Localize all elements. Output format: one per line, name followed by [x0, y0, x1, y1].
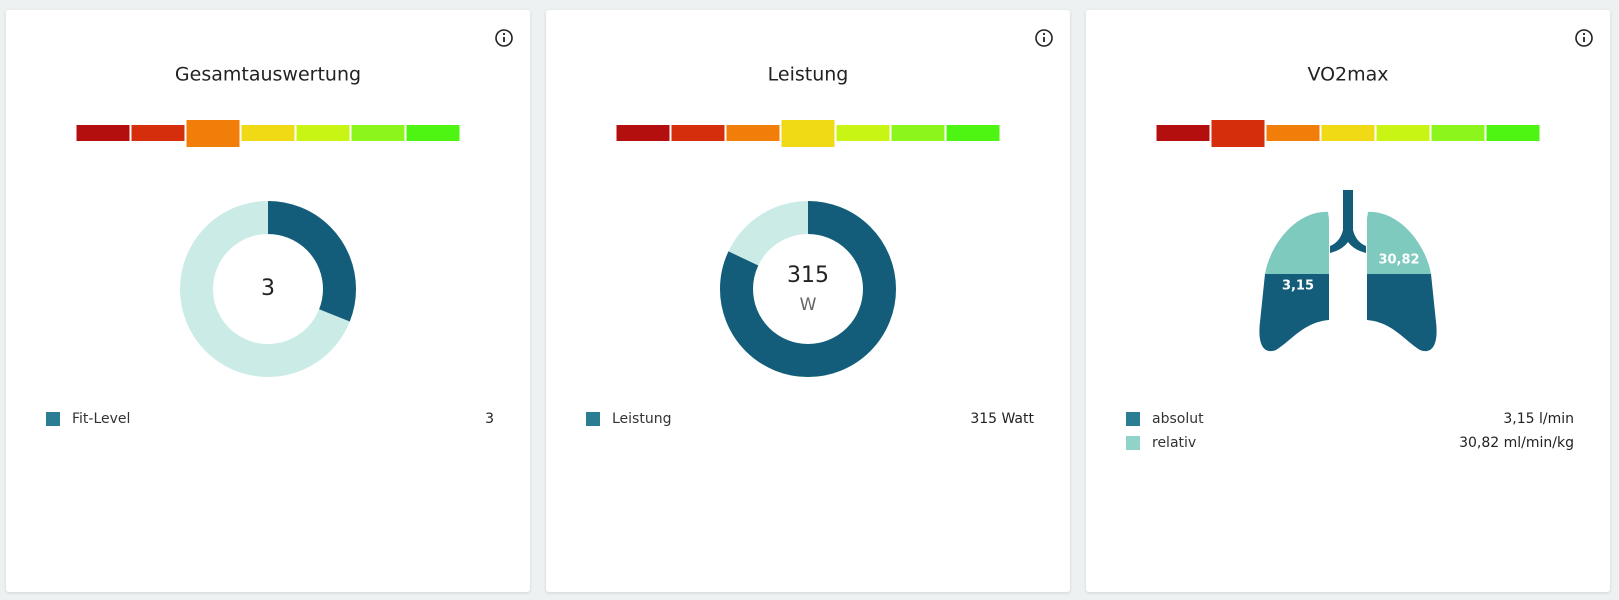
scale-segment — [76, 125, 130, 141]
scale-segment — [891, 125, 945, 141]
scale-segment-active — [781, 120, 835, 147]
info-circle — [1575, 29, 1593, 47]
donut-arc — [180, 201, 356, 377]
scale-segment — [1376, 125, 1430, 141]
scale-segment-active — [1211, 120, 1265, 147]
info-icon[interactable] — [1575, 29, 1593, 47]
scale-segment — [351, 125, 405, 141]
scale-segment-active — [186, 120, 240, 147]
lung-label: 3,15 — [1282, 279, 1314, 294]
card-graphic: VO2max 3,15 30,82 absolut 3,15 l/min relativ 3… — [1126, 29, 1593, 451]
info-icon[interactable] — [495, 29, 513, 47]
donut-center: 315 — [787, 263, 829, 288]
lung-top — [1367, 211, 1431, 274]
lung-bottom — [1259, 274, 1329, 352]
legend-value: 3 — [485, 411, 494, 427]
lung-label: 30,82 — [1378, 253, 1419, 268]
legend-label: Leistung — [612, 411, 671, 427]
info-circle — [1035, 29, 1053, 47]
scale-segment — [1431, 125, 1485, 141]
scale-segment — [1266, 125, 1320, 141]
left-lung — [1259, 211, 1329, 352]
donut-unit: W — [800, 295, 817, 315]
donut-arc — [720, 201, 896, 377]
scale-segment — [406, 125, 460, 141]
scale-segment — [946, 125, 1000, 141]
info-dot — [1042, 32, 1046, 36]
info-dot — [502, 32, 506, 36]
legend-swatch — [586, 412, 600, 426]
scale-segment — [616, 125, 670, 141]
scale-segment — [296, 125, 350, 141]
card-graphic: Leistung 315 W Leistung 315 Watt — [586, 29, 1053, 427]
scale-segment — [131, 125, 185, 141]
info-icon[interactable] — [1035, 29, 1053, 47]
scale-segment — [671, 125, 725, 141]
card-title: Leistung — [768, 64, 849, 86]
legend-label: Fit-Level — [72, 411, 130, 427]
legend-value: 30,82 ml/min/kg — [1459, 435, 1574, 451]
scale-segment — [726, 125, 780, 141]
donut-center: 3 — [261, 276, 275, 301]
legend-swatch — [1126, 436, 1140, 450]
card: VO2max 3,15 30,82 absolut 3,15 l/min relativ 3… — [1086, 10, 1610, 592]
scale-segment — [1156, 125, 1210, 141]
lung-top — [1265, 211, 1329, 274]
card: Gesamtauswertung 3 Fit-Level 3 — [6, 10, 530, 592]
card-graphic: Gesamtauswertung 3 Fit-Level 3 — [46, 29, 513, 427]
legend-label: relativ — [1152, 435, 1196, 451]
info-dot — [1582, 32, 1586, 36]
right-lung — [1367, 211, 1437, 352]
legend-value: 315 Watt — [970, 411, 1034, 427]
card-title: Gesamtauswertung — [175, 64, 361, 86]
legend-swatch — [1126, 412, 1140, 426]
legend-label: absolut — [1152, 411, 1204, 427]
lung-bottom — [1367, 274, 1437, 352]
card: Leistung 315 W Leistung 315 Watt — [546, 10, 1070, 592]
legend-value: 3,15 l/min — [1503, 411, 1574, 427]
scale-segment — [1486, 125, 1540, 141]
scale-segment — [1321, 125, 1375, 141]
trachea — [1330, 190, 1366, 253]
scale-segment — [836, 125, 890, 141]
scale-segment — [241, 125, 295, 141]
legend-swatch — [46, 412, 60, 426]
info-circle — [495, 29, 513, 47]
card-title: VO2max — [1307, 64, 1388, 86]
